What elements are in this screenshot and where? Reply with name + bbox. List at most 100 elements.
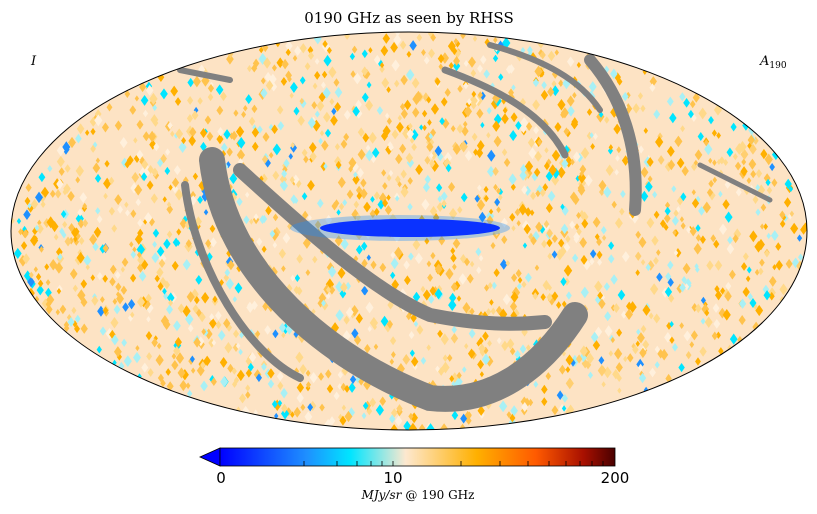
map-pixel bbox=[238, 348, 243, 356]
map-pixel bbox=[370, 260, 377, 270]
map-pixel bbox=[340, 238, 349, 250]
map-pixel bbox=[354, 334, 362, 346]
map-pixel bbox=[486, 132, 491, 139]
map-pixel bbox=[738, 140, 747, 153]
map-pixel bbox=[304, 62, 311, 71]
map-pixel bbox=[509, 130, 518, 142]
map-pixel bbox=[403, 99, 412, 111]
map-pixel bbox=[85, 129, 90, 136]
map-pixel bbox=[456, 123, 464, 134]
map-pixel bbox=[203, 355, 211, 367]
map-pixel bbox=[112, 298, 118, 305]
map-pixel bbox=[763, 223, 768, 230]
map-pixel bbox=[551, 405, 559, 416]
map-pixel bbox=[282, 232, 291, 244]
map-pixel bbox=[511, 273, 518, 283]
map-pixel bbox=[351, 161, 359, 173]
map-pixel bbox=[547, 252, 553, 260]
map-pixel bbox=[654, 361, 660, 369]
map-pixel bbox=[324, 128, 332, 138]
map-pixel bbox=[520, 396, 528, 407]
map-pixel bbox=[672, 343, 678, 352]
map-pixel bbox=[373, 207, 380, 217]
map-pixel bbox=[426, 344, 431, 351]
map-pixel bbox=[90, 274, 96, 282]
map-pixel bbox=[131, 171, 140, 183]
map-pixel bbox=[144, 212, 153, 224]
map-pixel bbox=[307, 117, 316, 129]
map-pixel bbox=[563, 127, 570, 136]
map-pixel bbox=[285, 40, 293, 52]
map-pixel bbox=[667, 159, 676, 171]
map-pixel bbox=[328, 416, 336, 426]
map-pixel bbox=[438, 63, 443, 70]
map-pixel bbox=[345, 306, 354, 319]
map-pixel bbox=[738, 298, 747, 309]
map-pixel bbox=[89, 233, 98, 246]
map-pixel bbox=[551, 250, 558, 259]
map-pixel bbox=[80, 323, 88, 334]
map-pixel bbox=[617, 387, 622, 394]
map-pixel bbox=[258, 46, 264, 54]
map-pixel bbox=[441, 118, 450, 129]
map-pixel bbox=[759, 258, 765, 267]
map-pixel bbox=[434, 288, 443, 300]
map-pixel bbox=[274, 412, 279, 420]
map-pixel bbox=[177, 367, 186, 379]
map-pixel bbox=[643, 127, 649, 134]
map-pixel bbox=[45, 300, 52, 309]
map-pixel bbox=[296, 286, 303, 296]
map-pixel bbox=[251, 141, 259, 152]
map-pixel bbox=[515, 269, 522, 278]
map-pixel bbox=[206, 252, 213, 262]
map-pixel bbox=[45, 304, 53, 315]
map-pixel bbox=[245, 191, 250, 198]
map-pixel bbox=[148, 130, 157, 143]
map-pixel bbox=[281, 58, 289, 70]
map-pixel bbox=[758, 267, 764, 276]
map-pixel bbox=[638, 236, 647, 248]
map-pixel bbox=[635, 230, 642, 239]
map-pixel bbox=[171, 184, 179, 194]
map-pixel bbox=[142, 109, 149, 118]
map-pixel bbox=[318, 137, 323, 145]
map-pixel bbox=[230, 130, 238, 141]
map-pixel bbox=[357, 127, 365, 138]
map-pixel bbox=[614, 347, 623, 360]
map-pixel bbox=[518, 203, 527, 216]
map-pixel bbox=[440, 97, 448, 107]
map-pixel bbox=[295, 351, 304, 364]
map-pixel bbox=[406, 68, 415, 81]
map-pixel bbox=[766, 232, 771, 240]
map-pixel bbox=[210, 377, 217, 387]
map-pixel bbox=[233, 329, 240, 339]
map-pixel bbox=[638, 372, 647, 384]
map-pixel bbox=[335, 280, 344, 293]
map-pixel bbox=[505, 64, 513, 75]
map-pixel bbox=[67, 190, 75, 202]
map-pixel bbox=[129, 241, 134, 248]
map-pixel bbox=[316, 100, 325, 112]
map-pixel bbox=[422, 289, 431, 301]
map-pixel bbox=[317, 198, 324, 209]
map-pixel bbox=[35, 273, 42, 281]
map-pixel bbox=[301, 192, 308, 201]
map-pixel bbox=[415, 164, 423, 176]
map-pixel bbox=[294, 274, 301, 283]
map-pixel bbox=[649, 283, 659, 296]
map-pixel bbox=[56, 144, 65, 157]
map-pixel bbox=[200, 361, 206, 369]
map-pixel bbox=[604, 325, 613, 337]
map-pixel bbox=[528, 232, 534, 241]
map-pixel bbox=[779, 283, 788, 296]
map-pixel bbox=[56, 155, 65, 168]
map-pixel bbox=[566, 404, 575, 415]
map-pixel bbox=[325, 214, 333, 225]
map-pixel bbox=[367, 325, 372, 333]
map-pixel bbox=[406, 50, 412, 58]
map-pixel bbox=[62, 220, 68, 229]
map-pixel bbox=[577, 184, 586, 196]
map-pixel bbox=[540, 89, 549, 101]
map-pixel bbox=[511, 225, 516, 232]
map-pixel bbox=[37, 279, 44, 288]
